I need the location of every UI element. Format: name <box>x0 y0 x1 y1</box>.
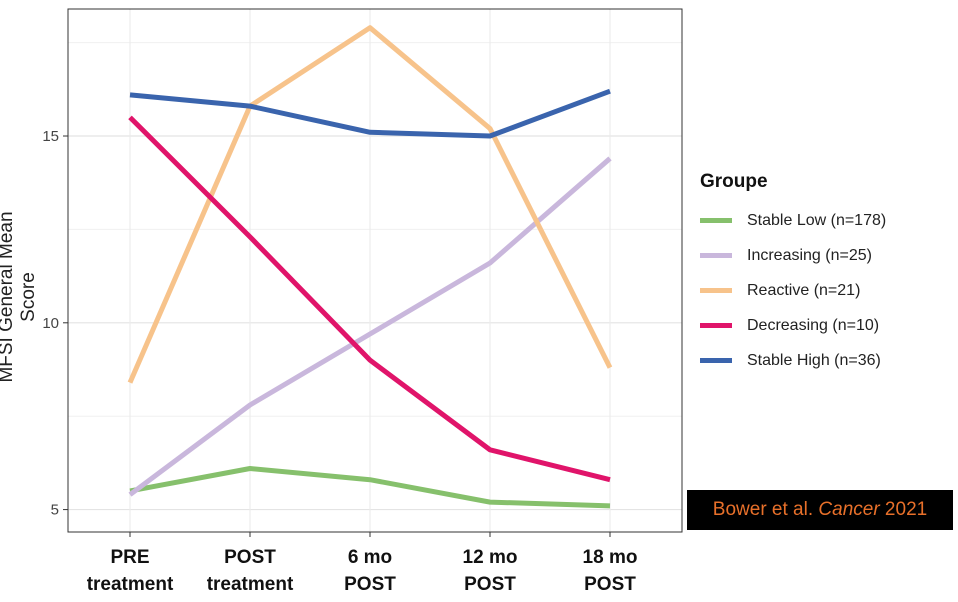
legend-swatch <box>700 218 732 223</box>
legend: Groupe Stable Low (n=178) Increasing (n=2… <box>700 171 886 378</box>
x-tick-label-line: PRE <box>110 547 149 568</box>
legend-label: Decreasing (n=10) <box>747 316 880 334</box>
y-axis: 5 10 15 <box>42 128 68 519</box>
x-tick-label-line: 12 mo <box>463 547 518 568</box>
x-tick-label-line: 18 mo <box>583 547 638 568</box>
x-tick-label: 6 mo POST <box>344 547 396 595</box>
legend-label: Increasing (n=25) <box>747 246 872 264</box>
legend-items: Stable Low (n=178) Increasing (n=25) React… <box>700 203 886 378</box>
series-line-5 <box>129 88 611 139</box>
y-tick-label: 5 <box>51 502 59 519</box>
x-tick-label-line: POST <box>464 574 516 595</box>
x-tick-label: 12 mo POST <box>463 547 518 595</box>
legend-title: Groupe <box>700 171 768 192</box>
legend-swatch <box>700 323 732 328</box>
x-axis: PRE treatment POST treatment 6 mo POST 12 mo PO… <box>87 532 638 595</box>
legend-swatch <box>700 288 732 293</box>
series-lines <box>127 25 613 509</box>
citation-journal: Cancer <box>818 499 880 520</box>
legend-label: Reactive (n=21) <box>747 281 861 299</box>
x-tick-label-line: 6 mo <box>348 547 392 568</box>
y-axis-label: MFSI General Mean Score <box>0 211 39 383</box>
legend-item: Stable High (n=36) <box>700 343 886 378</box>
series-line-2 <box>128 156 612 497</box>
x-tick-label-line: POST <box>344 574 396 595</box>
x-tick-label: 18 mo POST <box>583 547 638 595</box>
grid <box>68 9 682 532</box>
legend-item: Stable Low (n=178) <box>700 203 886 238</box>
series-line-4 <box>128 115 611 483</box>
legend-swatch <box>700 253 732 258</box>
legend-label: Stable High (n=36) <box>747 351 881 369</box>
legend-item: Increasing (n=25) <box>700 238 886 273</box>
legend-swatch <box>700 358 732 363</box>
citation-authors: Bower et al. <box>712 499 819 520</box>
y-tick-label: 10 <box>42 315 59 332</box>
x-tick-label-line: POST <box>224 547 276 568</box>
x-tick-label-line: treatment <box>87 574 174 595</box>
citation-year: 2021 <box>879 499 928 520</box>
x-tick-label: POST treatment <box>207 547 294 595</box>
x-tick-label: PRE treatment <box>87 547 174 595</box>
legend-item: Decreasing (n=10) <box>700 308 886 343</box>
citation-box: Bower et al. Cancer 2021 <box>687 490 953 530</box>
plot-panel <box>67 8 683 533</box>
y-tick-label: 15 <box>42 128 59 145</box>
legend-label: Stable Low (n=178) <box>747 211 887 229</box>
x-tick-label-line: POST <box>584 574 636 595</box>
series-line-1 <box>129 465 611 509</box>
x-tick-label-line: treatment <box>207 574 294 595</box>
legend-item: Reactive (n=21) <box>700 273 886 308</box>
